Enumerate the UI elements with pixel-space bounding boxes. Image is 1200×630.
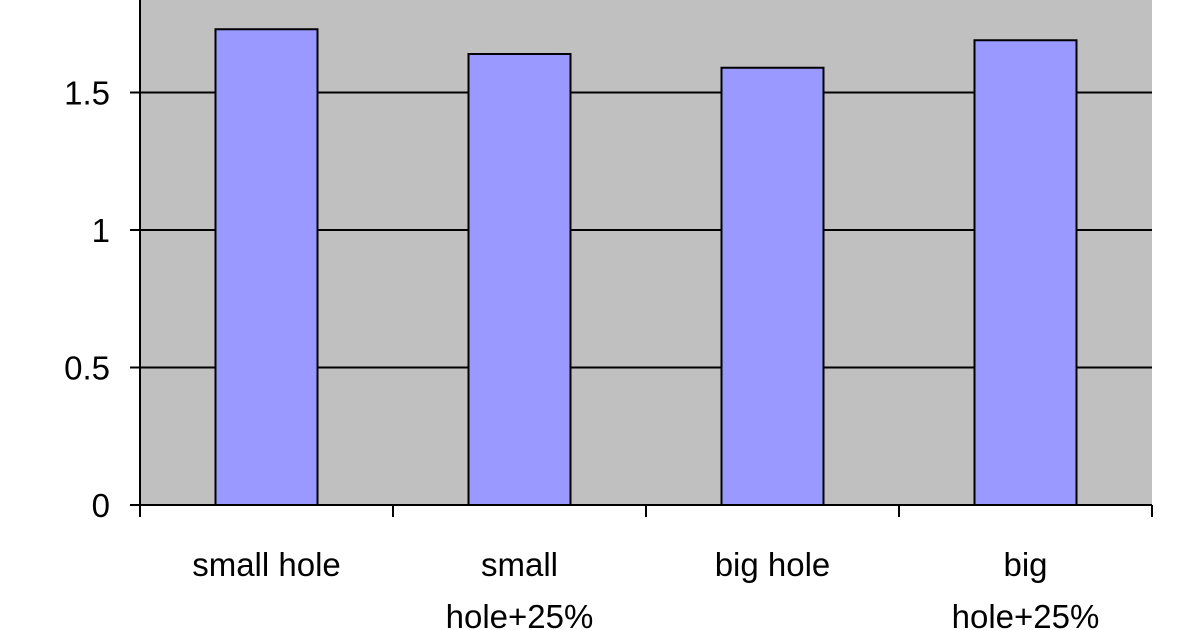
y-tick-labels: 0 0.5 1 1.5	[64, 75, 110, 525]
bar	[720, 66, 825, 506]
y-tick-label: 0	[92, 487, 110, 524]
bars	[214, 28, 1078, 506]
bar	[214, 28, 319, 506]
y-tick-label: 0.5	[64, 350, 110, 387]
bar	[973, 39, 1078, 506]
x-category-label: small	[481, 546, 558, 583]
x-category-label: hole+25%	[446, 598, 594, 630]
x-category-labels: small hole small hole+25% big hole big hole+2…	[192, 546, 1099, 630]
x-category-label: small hole	[192, 546, 341, 583]
axes	[130, 0, 1153, 517]
bar	[467, 53, 572, 506]
x-category-label: hole+25%	[952, 598, 1100, 630]
y-tick-label: 1	[92, 212, 110, 249]
x-category-label: big	[1003, 546, 1047, 583]
x-category-label: big hole	[715, 546, 831, 583]
y-tick-label: 1.5	[64, 75, 110, 112]
